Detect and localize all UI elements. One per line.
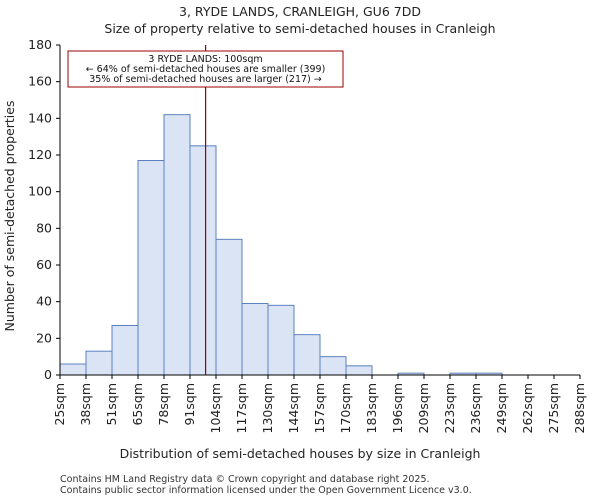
y-tick-label-100: 100 (28, 184, 52, 199)
annotation-border (67, 50, 344, 88)
x-tick-label-288sqm: 288sqm (572, 383, 587, 433)
bar-170sqm (345, 365, 373, 376)
footer-line-2: Contains public sector information licen… (60, 485, 472, 496)
x-tick-label-78sqm: 78sqm (156, 383, 171, 426)
bar-117sqm (241, 303, 269, 376)
chart-subtitle: Size of property relative to semi-detach… (104, 21, 496, 36)
footer-line-1: Contains HM Land Registry data © Crown c… (60, 474, 430, 485)
x-tick-label-262sqm: 262sqm (520, 383, 535, 433)
x-axis-label: Distribution of semi-detached houses by … (120, 446, 481, 461)
y-tick-label-40: 40 (36, 294, 52, 309)
bar-78sqm (163, 114, 191, 376)
x-tick-label-236sqm: 236sqm (468, 383, 483, 433)
y-tick-label-60: 60 (36, 257, 52, 272)
bar-157sqm (319, 356, 347, 376)
x-tick-label-51sqm: 51sqm (104, 383, 119, 426)
x-tick-label-38sqm: 38sqm (78, 383, 93, 426)
y-axis-label: Number of semi-detached properties (2, 101, 17, 332)
x-tick-label-157sqm: 157sqm (312, 383, 327, 433)
x-tick-label-196sqm: 196sqm (390, 383, 405, 433)
x-tick-label-130sqm: 130sqm (260, 383, 275, 433)
x-tick-label-249sqm: 249sqm (494, 383, 509, 433)
y-axis: 0 20 40 60 80 100 120 140 160 180 (28, 37, 61, 382)
x-tick-label-65sqm: 65sqm (130, 383, 145, 426)
y-tick-label-120: 120 (28, 147, 52, 162)
bars-group (59, 114, 503, 376)
bar-25sqm (59, 363, 87, 376)
annotation-line-2: ← 64% of semi-detached houses are smalle… (86, 64, 326, 75)
bar-91sqm (189, 145, 217, 376)
x-tick-label-144sqm: 144sqm (286, 383, 301, 433)
y-tick-label-20: 20 (36, 330, 52, 345)
y-tick-label-140: 140 (28, 110, 52, 125)
y-tick-label-80: 80 (36, 220, 52, 235)
annotation-box: 3 RYDE LANDS: 100sqm ← 64% of semi-detac… (67, 50, 344, 88)
bar-130sqm (267, 304, 295, 376)
x-tick-label-117sqm: 117sqm (234, 383, 249, 433)
chart-title: 3, RYDE LANDS, CRANLEIGH, GU6 7DD (179, 4, 421, 19)
x-tick-label-223sqm: 223sqm (442, 383, 457, 433)
bar-38sqm (85, 350, 113, 376)
y-tick-label-160: 160 (28, 74, 52, 89)
annotation-line-1: 3 RYDE LANDS: 100sqm (148, 54, 262, 65)
y-tick-label-180: 180 (28, 37, 52, 52)
bar-144sqm (293, 334, 321, 376)
x-tick-label-183sqm: 183sqm (364, 383, 379, 433)
x-tick-label-275sqm: 275sqm (546, 383, 561, 433)
x-tick-label-104sqm: 104sqm (208, 383, 223, 433)
bar-65sqm (137, 160, 165, 376)
x-axis: 25sqm 38sqm 51sqm 65sqm 78sqm 91sqm 104sqm 117s… (52, 374, 587, 433)
y-tick-label-0: 0 (44, 367, 52, 382)
x-tick-label-91sqm: 91sqm (182, 383, 197, 426)
bar-104sqm (215, 238, 243, 376)
bar-51sqm (111, 325, 139, 376)
x-tick-label-25sqm: 25sqm (52, 383, 67, 426)
x-tick-label-209sqm: 209sqm (416, 383, 431, 433)
x-tick-label-170sqm: 170sqm (338, 383, 353, 433)
annotation-line-3: 35% of semi-detached houses are larger (… (89, 74, 322, 85)
